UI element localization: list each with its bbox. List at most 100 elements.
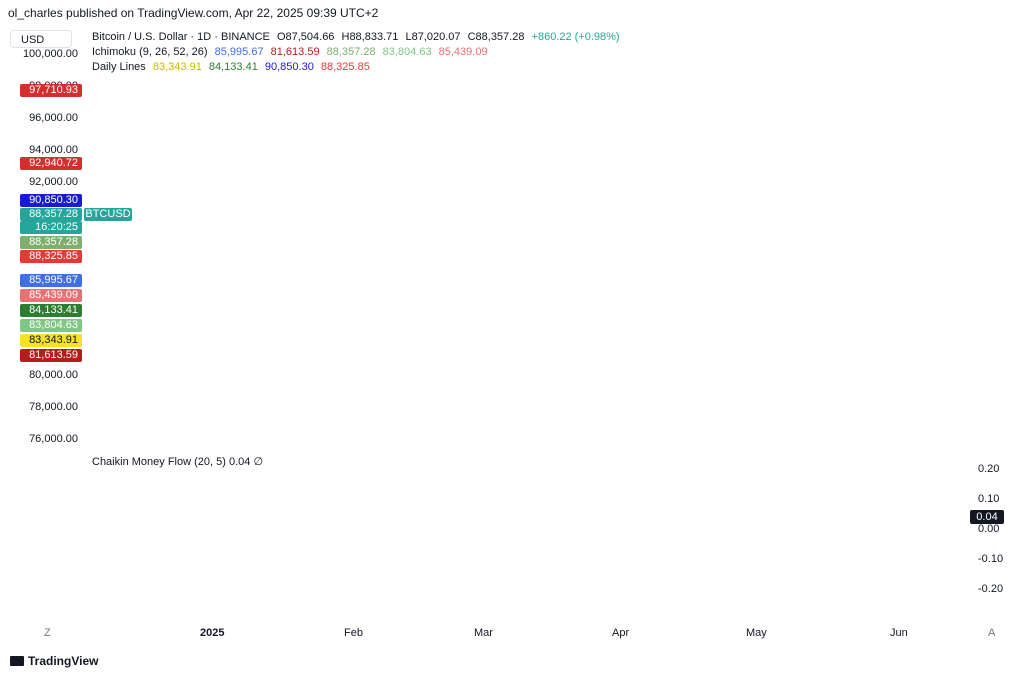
candle-body: [369, 111, 374, 116]
candle-body: [334, 132, 339, 134]
candle-body: [297, 120, 302, 157]
x-label-jun: Jun: [890, 627, 908, 639]
candle-body: [435, 130, 440, 160]
candle-body: [526, 246, 530, 274]
ohlc-close: C88,357.28: [467, 31, 525, 43]
candle-body: [548, 317, 552, 333]
price-label-badge: 16:20:25: [20, 221, 82, 234]
candle-body: [130, 118, 134, 120]
candle-body: [187, 104, 192, 114]
candle-body: [642, 314, 647, 338]
candle-body: [501, 289, 506, 299]
candle-body: [702, 278, 706, 311]
candle-body: [94, 108, 99, 125]
candle-body: [391, 104, 396, 113]
price-scale-label: 76,000.00: [29, 433, 78, 445]
ma-yellow-line: [199, 69, 717, 331]
daily-v3: 90,850.30: [264, 61, 314, 73]
cmf-symbol: ∅: [253, 456, 264, 468]
candle-body: [708, 261, 713, 311]
btcusd-tag: BTCUSD: [84, 208, 132, 221]
price-label-badge: 97,710.93: [20, 84, 82, 97]
tradingview-logo[interactable]: TradingView: [10, 654, 98, 668]
symbol-name: Bitcoin / U.S. Dollar · 1D · BINANCE: [92, 31, 270, 43]
candle-body: [636, 292, 640, 315]
ichimoku-v3: 88,357.28: [326, 46, 376, 58]
ma-blue-line: [129, 89, 717, 451]
auto-scale-button[interactable]: A: [988, 627, 996, 639]
timezone-button[interactable]: Z: [44, 627, 51, 639]
ichimoku-name: Ichimoku (9, 26, 52, 26): [92, 46, 208, 58]
candle-body: [488, 296, 493, 302]
candle-body: [253, 70, 258, 99]
candle-body: [680, 299, 684, 305]
candle-body: [457, 222, 462, 254]
candle-body: [209, 83, 214, 95]
candle-body: [675, 304, 680, 318]
daily-name: Daily Lines: [92, 61, 146, 73]
candle-body: [413, 96, 418, 105]
candle-body: [231, 82, 236, 105]
candle-body: [532, 246, 537, 282]
ichimoku-v1: 85,995.67: [214, 46, 264, 58]
cmf-scale-3: -0.10: [978, 553, 1004, 565]
price-label-badge: 88,357.28: [20, 208, 82, 221]
candle-body: [554, 332, 559, 348]
tenkan-line: [83, 79, 716, 371]
candle-body: [517, 275, 522, 281]
candle-body: [312, 174, 317, 179]
ichimoku-v5: 85,439.09: [438, 46, 488, 58]
candle-body: [325, 124, 330, 158]
candle-body: [422, 118, 427, 120]
x-label-mar: Mar: [474, 627, 493, 639]
cmf-scale-1: 0.10: [978, 493, 1000, 505]
cmf-scale-2: 0.00: [978, 523, 1000, 535]
candle-body: [290, 99, 295, 121]
candle-body: [429, 119, 434, 131]
projection-arrow-1: [715, 210, 734, 241]
candle-body: [570, 355, 574, 378]
candle-body: [647, 337, 651, 369]
candle-body: [400, 105, 405, 114]
candle-body: [479, 277, 484, 282]
ma-green-line: [83, 77, 717, 361]
candle-body: [482, 277, 486, 302]
candle-body: [347, 124, 352, 128]
candle-body: [416, 96, 420, 119]
candle-body: [121, 124, 126, 146]
price-label-badge: 90,850.30: [20, 194, 82, 207]
candle-body: [633, 292, 638, 306]
candle-body: [165, 135, 170, 147]
candle-body: [152, 149, 156, 168]
candle-body: [658, 429, 662, 437]
candle-body: [473, 273, 478, 282]
publisher-header: ol_charles published on TradingView.com,…: [8, 6, 379, 20]
daily-v4: 88,325.85: [320, 61, 370, 73]
price-scale-label: 100,000.00: [22, 48, 78, 60]
candle-body: [567, 348, 572, 356]
candle-body: [303, 156, 308, 191]
daily-lines-legend[interactable]: Daily Lines 83,343.91 84,133.41 90,850.3…: [92, 61, 374, 73]
sparkle-icon: [708, 431, 714, 437]
x-label-apr: Apr: [612, 627, 630, 639]
candle-body: [407, 104, 412, 114]
ichimoku-legend[interactable]: Ichimoku (9, 26, 52, 26) 85,995.67 81,61…: [92, 46, 492, 58]
tv-logo-icon: [10, 656, 24, 666]
ohlc-open: O87,504.66: [276, 31, 335, 43]
candle-body: [576, 351, 581, 378]
cmf-scale-4: -0.20: [978, 583, 1004, 595]
price-label-badge: 84,133.41: [20, 304, 82, 317]
candle-body: [691, 279, 695, 305]
cmf-value: 0.04: [228, 456, 251, 468]
ohlc-low: L87,020.07: [405, 31, 461, 43]
x-label-2025: 2025: [200, 627, 225, 639]
candle-body: [614, 301, 618, 313]
cmf-legend[interactable]: Chaikin Money Flow (20, 5) 0.04 ∅: [92, 455, 263, 468]
us-flag-icon: [715, 423, 733, 441]
candle-body: [504, 298, 508, 304]
currency-button[interactable]: USD: [10, 30, 72, 48]
candle-body: [539, 281, 544, 309]
price-label-badge: 88,357.28: [20, 236, 82, 249]
candle-body: [669, 317, 673, 350]
